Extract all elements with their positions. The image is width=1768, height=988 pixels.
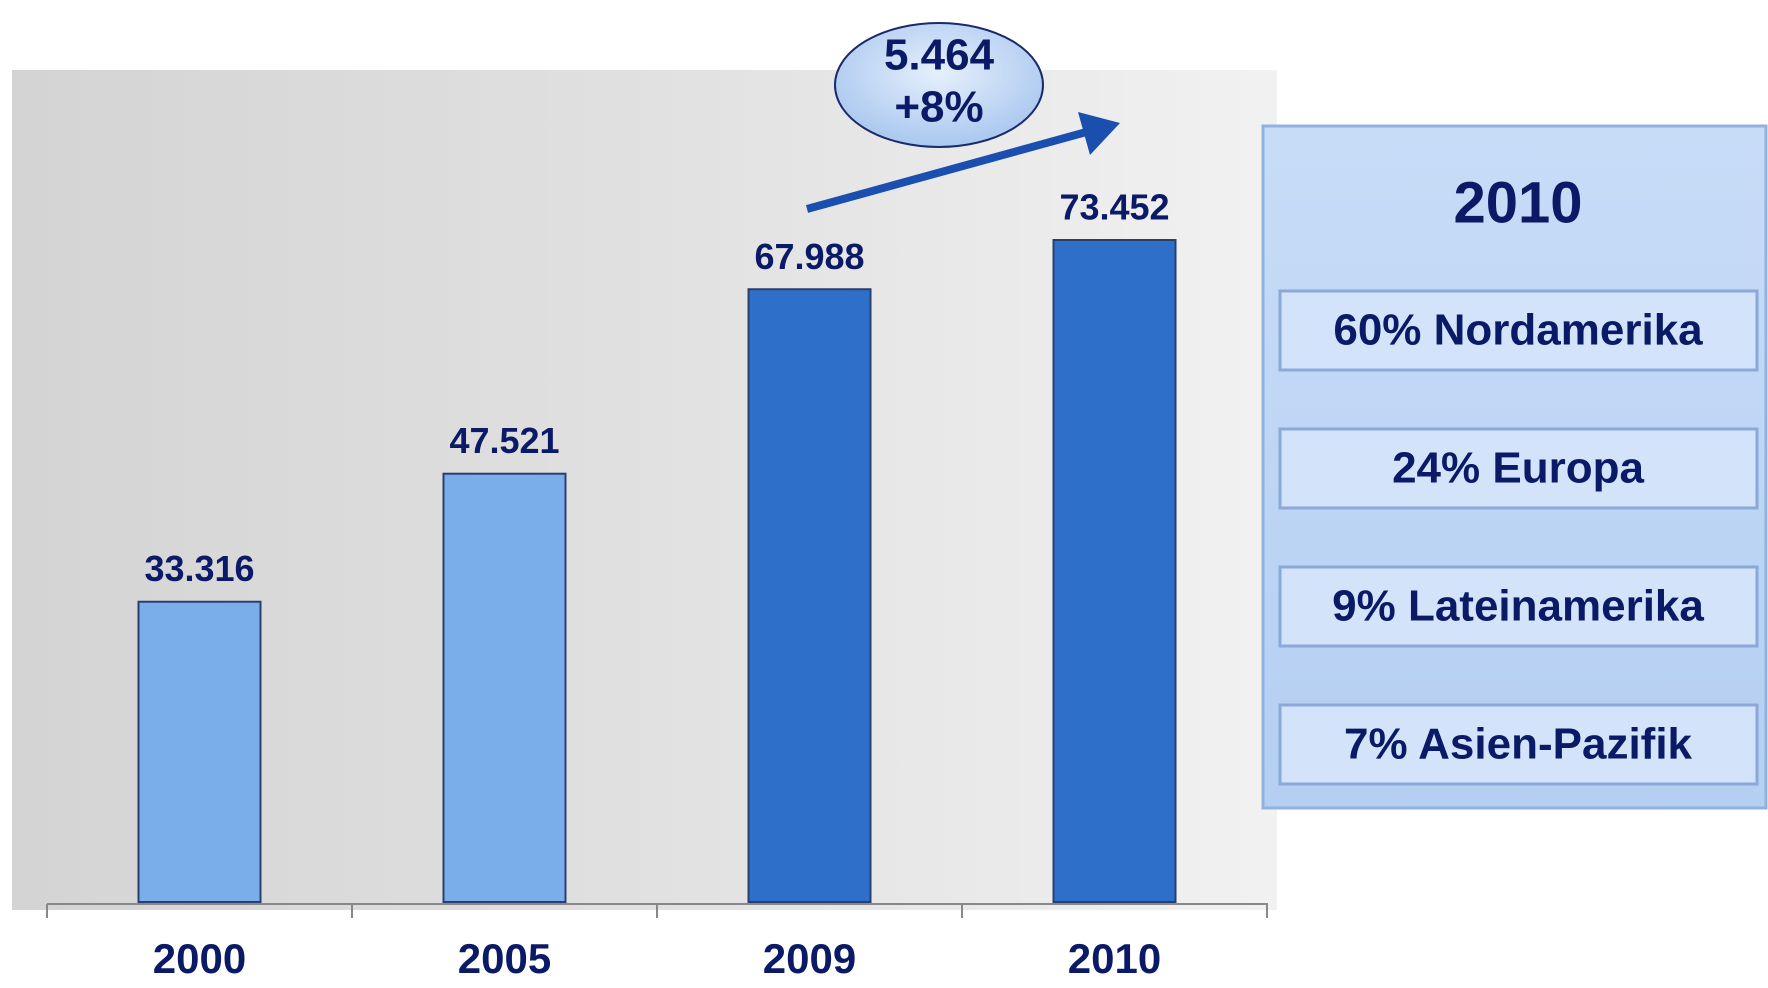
page: 2010 5.464 +8% 2000 2005 2009 2010 33.316 47.… (0, 0, 1768, 983)
bar (749, 289, 871, 902)
panel-item: 7% Asien-Pazifik (1344, 720, 1693, 769)
chart: 2010 5.464 +8% 2000 2005 2009 2010 33.316 47.… (0, 0, 1768, 983)
bar (444, 474, 566, 902)
panel-item: 60% Nordamerika (1333, 306, 1703, 355)
panel-item: 9% Lateinamerika (1332, 582, 1704, 631)
value-label: 33.316 (144, 548, 254, 589)
panel-item: 24% Europa (1392, 444, 1644, 493)
value-label: 67.988 (754, 236, 864, 277)
x-tick-label: 2000 (153, 935, 246, 982)
x-tick-label: 2010 (1068, 935, 1161, 982)
x-tick-label: 2009 (763, 935, 856, 982)
annotation-text: 5.464 (884, 31, 995, 80)
bar (139, 602, 261, 902)
annotation-text: +8% (894, 83, 983, 132)
value-label: 73.452 (1059, 187, 1169, 228)
bar (1054, 240, 1176, 902)
value-label: 47.521 (449, 420, 559, 461)
x-tick-label: 2005 (458, 935, 551, 982)
panel-title: 2010 (1453, 170, 1582, 235)
